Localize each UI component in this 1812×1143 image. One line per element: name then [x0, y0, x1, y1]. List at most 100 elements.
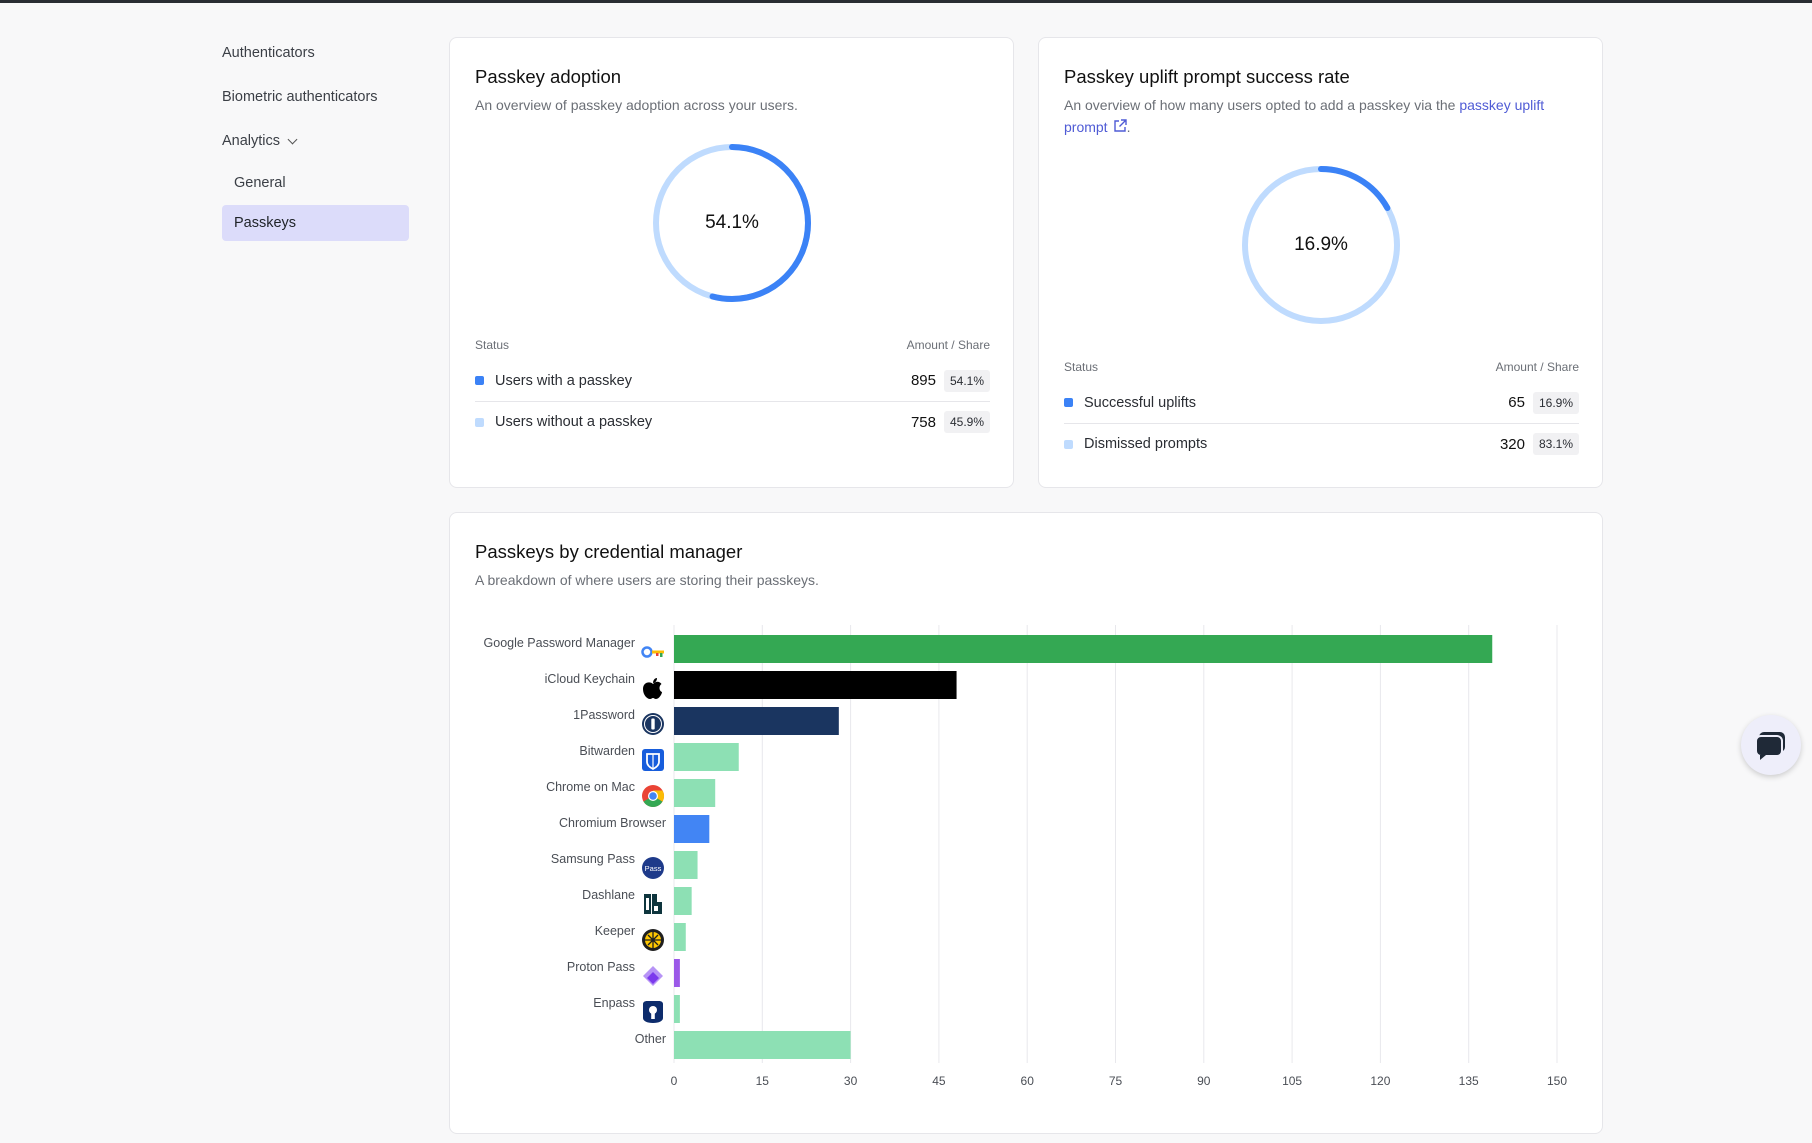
row-amount: 65 — [1508, 394, 1525, 411]
card-subtitle: A breakdown of where users are storing t… — [475, 572, 819, 588]
sidebar-item-label: Biometric authenticators — [222, 89, 378, 105]
row-share-badge: 83.1% — [1532, 433, 1579, 455]
legend-swatch — [1064, 439, 1073, 449]
bar-keeper — [674, 923, 686, 951]
card-title: Passkey adoption — [475, 66, 622, 87]
row-share-badge: 16.9% — [1532, 391, 1579, 414]
category-label: Dashlane — [582, 888, 635, 902]
card-subtitle: An overview of how many users opted to a… — [1064, 94, 1577, 138]
sidebar-item-label: Authenticators — [222, 45, 315, 61]
external-link-icon — [1113, 119, 1127, 132]
row-label: Successful uplifts — [1084, 394, 1197, 411]
row-amount: 895 — [910, 372, 936, 389]
category-label: Other — [635, 1032, 666, 1046]
x-tick-label: 60 — [1021, 1074, 1035, 1088]
x-tick-label: 90 — [1197, 1074, 1211, 1088]
chat-support-button[interactable] — [1741, 715, 1801, 775]
row-amount: 758 — [910, 413, 936, 431]
passkey-adoption-card: Passkey adoption An overview of passkey … — [449, 37, 1014, 488]
subtitle-text: An overview of how many users opted to a… — [1064, 97, 1456, 113]
card-subtitle: An overview of passkey adoption across y… — [475, 97, 798, 113]
x-tick-label: 45 — [932, 1074, 946, 1088]
x-tick-label: 120 — [1370, 1074, 1390, 1088]
onepassword-icon — [642, 713, 664, 735]
row-label: Dismissed prompts — [1084, 436, 1208, 452]
sidebar-item-analytics[interactable]: Analytics — [222, 119, 409, 163]
bar-samsung-pass — [674, 851, 698, 879]
category-label: Google Password Manager — [484, 636, 635, 650]
sidebar-item-general[interactable]: General — [222, 163, 409, 203]
chevron-down-icon — [287, 134, 298, 144]
bar-bitwarden — [674, 743, 739, 771]
bar-1password — [674, 707, 839, 735]
bar-dashlane — [674, 887, 692, 915]
x-tick-label: 75 — [1109, 1074, 1123, 1088]
samsung-pass-icon: Pass — [642, 857, 664, 879]
status-column-header: Status — [1064, 360, 1099, 374]
donut-percent-label: 16.9% — [1294, 234, 1348, 255]
enpass-icon — [643, 1001, 663, 1023]
legend-swatch — [475, 417, 484, 427]
donut-arc — [1242, 166, 1400, 324]
x-tick-label: 105 — [1282, 1074, 1302, 1088]
row-amount: 320 — [1499, 435, 1525, 453]
credential-manager-bar-chart: 0 15 30 45 60 75 90 105 120 135 150 Google Password… — [484, 625, 1567, 1088]
dashlane-icon — [644, 894, 662, 914]
link-text: passkey uplift prompt — [1064, 97, 1545, 135]
analytics-submenu: General Passkeys — [222, 163, 409, 241]
bar-enpass — [674, 995, 680, 1023]
amount-share-column-header: Amount / Share — [1495, 360, 1579, 374]
table-header: Status Amount / Share — [475, 338, 990, 356]
uplift-status-table: Status Amount / Share Successful uplifts… — [1064, 360, 1579, 464]
row-share-badge: 54.1% — [943, 369, 990, 392]
card-title: Passkey uplift prompt success rate — [1064, 66, 1350, 87]
x-tick-label: 15 — [756, 1074, 770, 1088]
uplift-donut-chart: 16.9% — [1240, 164, 1402, 326]
donut-percent-label: 54.1% — [705, 212, 759, 233]
status-column-header: Status — [475, 338, 510, 352]
adoption-status-table: Status Amount / Share Users with a passk… — [475, 338, 990, 442]
credential-manager-card: Passkeys by credential manager A breakdo… — [449, 512, 1603, 1134]
amount-share-column-header: Amount / Share — [906, 338, 990, 352]
row-label: Users without a passkey — [495, 414, 653, 430]
category-label: Proton Pass — [567, 960, 635, 974]
category-label: Chromium Browser — [559, 816, 666, 830]
table-header: Status Amount / Share — [1064, 360, 1579, 378]
passkey-uplift-prompt-link[interactable]: passkey uplift prompt — [1064, 97, 1544, 135]
chat-bubble-icon — [1755, 732, 1785, 760]
bitwarden-icon — [642, 749, 664, 771]
category-label: 1Password — [573, 708, 635, 722]
category-label: Enpass — [593, 996, 635, 1010]
x-tick-label: 135 — [1459, 1074, 1479, 1088]
svg-text:Pass: Pass — [645, 864, 662, 873]
table-row: Successful uplifts 65 16.9% — [1064, 382, 1579, 423]
proton-pass-icon — [643, 966, 663, 986]
subtitle-suffix: . — [1126, 119, 1131, 135]
category-label: Chrome on Mac — [546, 780, 635, 794]
chrome-icon — [642, 785, 664, 807]
category-label: iCloud Keychain — [545, 672, 635, 686]
sidebar-item-passkeys[interactable]: Passkeys — [222, 205, 409, 241]
adoption-donut-chart: 54.1% — [651, 142, 813, 304]
row-share-badge: 45.9% — [943, 411, 990, 433]
x-tick-label: 150 — [1547, 1074, 1567, 1088]
category-label: Bitwarden — [579, 744, 635, 758]
donut-arc — [653, 144, 811, 302]
category-label: Keeper — [595, 924, 635, 938]
google-key-icon — [641, 646, 664, 658]
sidebar-item-label: Analytics — [222, 133, 281, 149]
sidebar-item-label: General — [234, 175, 286, 191]
x-tick-label: 30 — [844, 1074, 858, 1088]
bar-google-password-manager — [674, 635, 1493, 663]
bar-chromium-browser — [674, 815, 710, 843]
bar-proton-pass — [674, 959, 680, 987]
table-row: Users with a passkey 895 54.1% — [475, 360, 990, 401]
sidebar-item-biometric-authenticators[interactable]: Biometric authenticators — [222, 75, 409, 119]
sidebar: Authenticators Biometric authenticators … — [222, 31, 409, 241]
row-label: Users with a passkey — [495, 372, 632, 389]
keeper-icon — [642, 929, 664, 951]
bar-chrome-on-mac — [674, 779, 716, 807]
sidebar-item-authenticators[interactable]: Authenticators — [222, 31, 409, 75]
legend-swatch — [1064, 398, 1073, 407]
apple-icon — [643, 678, 662, 699]
